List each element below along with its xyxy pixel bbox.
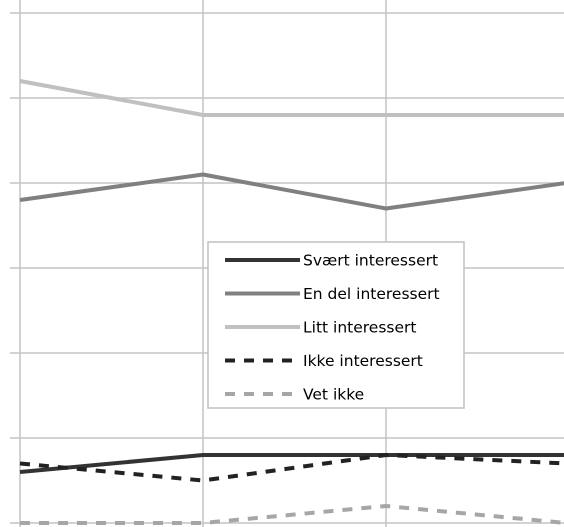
legend: Svært interessert En del interessert Litt … [207,241,465,409]
series-line-2 [19,172,564,211]
legend-label-1: Svært interessert [303,252,438,270]
series-line-5 [20,504,564,525]
legend-label-3: Litt interessert [303,319,416,337]
series-line-1 [19,453,564,474]
series-lines [19,79,564,525]
series-line-4 [19,453,564,483]
legend-label-2: En del interessert [303,285,440,303]
legend-label-5: Vet ikke [303,386,364,404]
series-line-3 [19,79,564,117]
legend-label-4: Ikke interessert [303,352,423,370]
